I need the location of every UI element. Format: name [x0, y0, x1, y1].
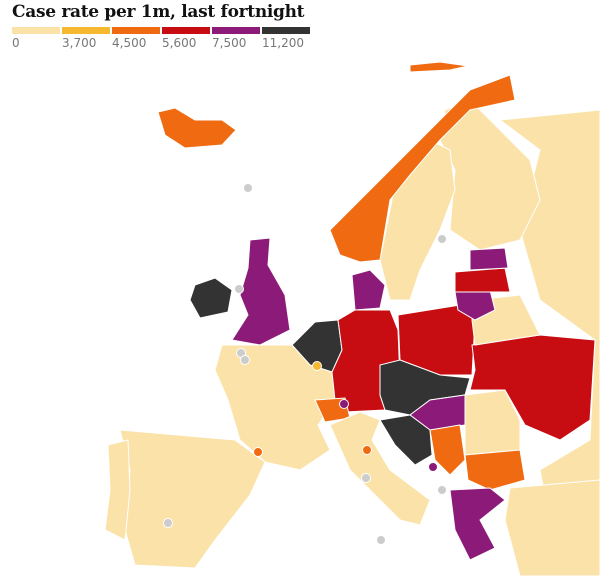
small-country-marker[interactable] [234, 284, 244, 294]
country-serbia[interactable] [429, 424, 466, 476]
legend-label: 3,700 [62, 36, 97, 50]
country-bulgaria[interactable] [464, 449, 526, 491]
legend: 0 3,700 4,500 5,600 7,500 11,200 [12, 27, 312, 50]
legend-label: 11,200 [262, 36, 304, 50]
legend-item: 7,500 [212, 27, 260, 50]
country-iceland[interactable] [157, 107, 237, 149]
small-country-marker[interactable] [243, 183, 253, 193]
legend-label: 5,600 [162, 36, 197, 50]
country-ireland[interactable] [189, 277, 233, 319]
legend-label: 4,500 [112, 36, 147, 50]
country-turkey[interactable] [504, 479, 600, 576]
small-country-marker[interactable] [339, 399, 349, 409]
legend-swatch [12, 27, 60, 34]
small-country-marker[interactable] [163, 518, 173, 528]
legend-swatch [212, 27, 260, 34]
country-greece[interactable] [449, 487, 506, 561]
country-norway-north[interactable] [409, 61, 469, 73]
country-balkans-w[interactable] [379, 414, 433, 466]
small-country-marker[interactable] [253, 447, 263, 457]
country-sweden[interactable] [379, 139, 456, 301]
legend-swatch [112, 27, 160, 34]
country-norway[interactable] [329, 74, 516, 263]
country-spain[interactable] [119, 429, 266, 569]
legend-swatch [162, 27, 210, 34]
legend-swatch [62, 27, 110, 34]
legend-item: 3,700 [62, 27, 110, 50]
small-country-marker[interactable] [312, 361, 322, 371]
small-country-marker[interactable] [240, 355, 250, 365]
country-france[interactable] [214, 344, 336, 471]
legend-item: 0 [12, 27, 60, 50]
legend-item: 5,600 [162, 27, 210, 50]
country-italy[interactable] [329, 411, 431, 526]
small-country-marker[interactable] [362, 445, 372, 455]
country-denmark[interactable] [351, 269, 386, 311]
legend-label: 0 [12, 36, 20, 50]
legend-swatch [262, 27, 310, 34]
legend-label: 7,500 [212, 36, 247, 50]
small-country-marker[interactable] [428, 462, 438, 472]
legend-item: 4,500 [112, 27, 160, 50]
country-ukraine[interactable] [469, 334, 596, 441]
country-portugal[interactable] [104, 439, 131, 541]
small-country-marker[interactable] [437, 234, 447, 244]
country-latvia[interactable] [454, 267, 511, 293]
country-estonia[interactable] [469, 247, 509, 271]
small-country-marker[interactable] [361, 473, 371, 483]
map-title: Case rate per 1m, last fortnight [12, 2, 305, 22]
small-country-marker[interactable] [376, 535, 386, 545]
legend-item: 11,200 [262, 27, 310, 50]
small-country-marker[interactable] [437, 485, 447, 495]
